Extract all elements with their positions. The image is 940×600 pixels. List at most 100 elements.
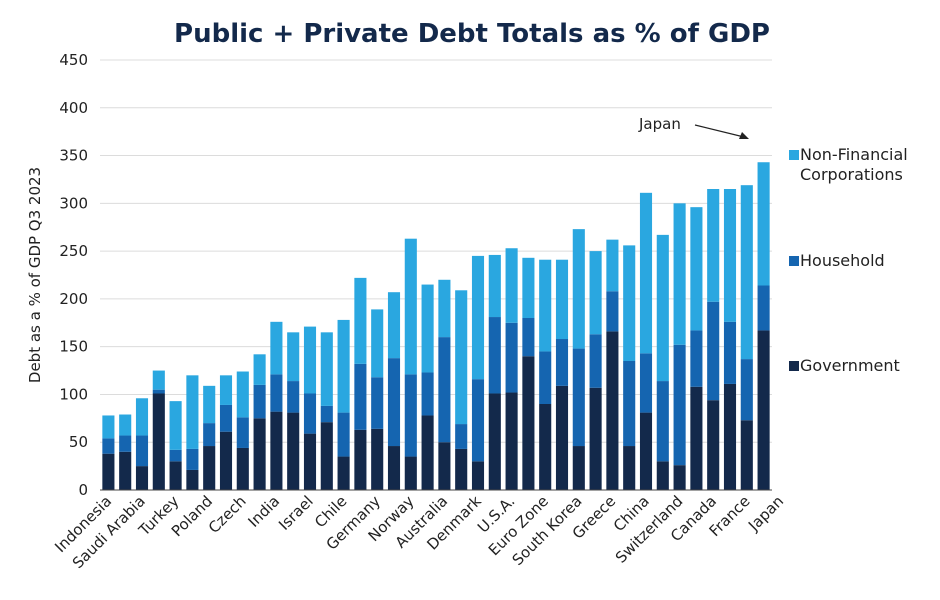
bar-government-11	[287, 412, 300, 490]
bar-government-19	[421, 415, 434, 490]
bar-government-37	[723, 383, 737, 490]
bar-household-34	[673, 344, 686, 466]
legend-label-non-financial-1: Non-Financial	[800, 145, 908, 164]
bar-household-32	[639, 353, 653, 413]
y-tick-label: 300	[59, 194, 88, 212]
x-tick-label: Czech	[205, 492, 250, 537]
bar-government-34	[673, 465, 686, 490]
bar-household-31	[623, 361, 636, 447]
bar-non-financial-corporations-12	[303, 326, 317, 394]
bar-government-31	[623, 446, 636, 490]
bar-household-17	[387, 358, 401, 447]
bar-government-8	[236, 447, 249, 490]
bar-government-24	[505, 392, 518, 490]
bar-non-financial-corporations-34	[673, 203, 686, 345]
bar-government-30	[606, 331, 619, 490]
bar-government-13	[320, 422, 333, 490]
bar-non-financial-corporations-21	[455, 290, 468, 425]
bar-government-4	[169, 461, 182, 490]
bar-government-17	[387, 446, 401, 490]
bar-household-26	[539, 351, 552, 404]
y-axis-label: Debt as a % of GDP Q3 2023	[26, 167, 44, 383]
bar-household-37	[723, 321, 737, 384]
bar-non-financial-corporations-0	[102, 415, 115, 439]
bar-government-15	[354, 429, 367, 490]
bar-non-financial-corporations-16	[371, 309, 384, 378]
bar-government-38	[740, 420, 753, 490]
bar-non-financial-corporations-35	[690, 207, 703, 331]
bar-non-financial-corporations-3	[152, 370, 165, 390]
bar-government-33	[656, 461, 669, 490]
bar-government-39	[757, 330, 770, 490]
bar-household-27	[555, 339, 569, 386]
bar-government-27	[555, 385, 569, 490]
legend-swatch-non-financial	[789, 150, 799, 160]
bar-government-23	[488, 393, 501, 490]
bar-non-financial-corporations-23	[488, 254, 501, 318]
bar-non-financial-corporations-17	[387, 292, 401, 359]
bar-household-36	[707, 301, 720, 401]
bar-household-10	[270, 374, 283, 412]
y-axis-ticks: 0 50 100 150 200 250 300 350 400 450	[59, 51, 88, 499]
bar-household-4	[169, 449, 182, 462]
legend-label-household: Household	[800, 251, 885, 270]
bar-non-financial-corporations-10	[270, 321, 283, 375]
y-tick-label: 200	[59, 290, 88, 308]
bar-household-35	[690, 330, 703, 387]
bar-non-financial-corporations-30	[606, 239, 619, 292]
bar-government-2	[135, 466, 149, 490]
bar-non-financial-corporations-6	[203, 385, 216, 424]
y-tick-label: 350	[59, 147, 88, 165]
bar-household-39	[757, 285, 770, 331]
x-tick-label: India	[244, 492, 283, 531]
y-tick-label: 450	[59, 51, 88, 69]
bar-household-9	[253, 384, 266, 419]
bar-household-2	[135, 435, 149, 467]
bar-non-financial-corporations-19	[421, 284, 434, 373]
bar-household-3	[152, 389, 165, 394]
bar-household-8	[236, 417, 249, 448]
bar-non-financial-corporations-27	[555, 259, 569, 340]
bar-household-30	[606, 291, 619, 332]
bar-government-32	[639, 412, 653, 490]
bar-non-financial-corporations-22	[471, 255, 485, 380]
legend-swatch-government	[789, 361, 799, 371]
legend-label-government: Government	[800, 356, 900, 375]
annotation-arrow	[694, 124, 745, 138]
bar-non-financial-corporations-9	[253, 354, 266, 385]
bar-non-financial-corporations-26	[539, 259, 552, 352]
y-tick-label: 400	[59, 99, 88, 117]
bar-government-6	[203, 446, 216, 490]
y-tick-label: 100	[59, 385, 88, 403]
bar-government-0	[102, 453, 115, 490]
y-tick-label: 250	[59, 242, 88, 260]
bar-non-financial-corporations-37	[723, 189, 737, 322]
bar-non-financial-corporations-24	[505, 248, 518, 323]
bar-government-35	[690, 386, 703, 490]
bar-household-22	[471, 379, 485, 462]
bar-non-financial-corporations-11	[287, 332, 300, 382]
bar-non-financial-corporations-36	[707, 189, 720, 302]
bar-household-21	[455, 424, 468, 449]
bar-non-financial-corporations-33	[656, 234, 669, 382]
bar-non-financial-corporations-7	[219, 375, 233, 405]
legend-swatch-household	[789, 256, 799, 266]
bar-household-7	[219, 404, 233, 432]
chart-title: Public + Private Debt Totals as % of GDP	[174, 19, 770, 49]
bar-government-10	[270, 411, 283, 490]
bar-household-1	[119, 435, 132, 452]
bar-government-22	[471, 461, 485, 490]
japan-annotation: Japan	[638, 115, 749, 139]
bar-government-29	[589, 387, 602, 490]
bar-non-financial-corporations-32	[639, 192, 653, 354]
bar-household-6	[203, 423, 216, 447]
bar-household-12	[303, 393, 317, 434]
bar-non-financial-corporations-39	[757, 162, 770, 286]
y-tick-label: 0	[78, 481, 88, 499]
bar-government-3	[152, 393, 165, 490]
bar-non-financial-corporations-20	[438, 279, 451, 338]
bar-non-financial-corporations-38	[740, 185, 753, 360]
bar-household-18	[404, 374, 417, 457]
